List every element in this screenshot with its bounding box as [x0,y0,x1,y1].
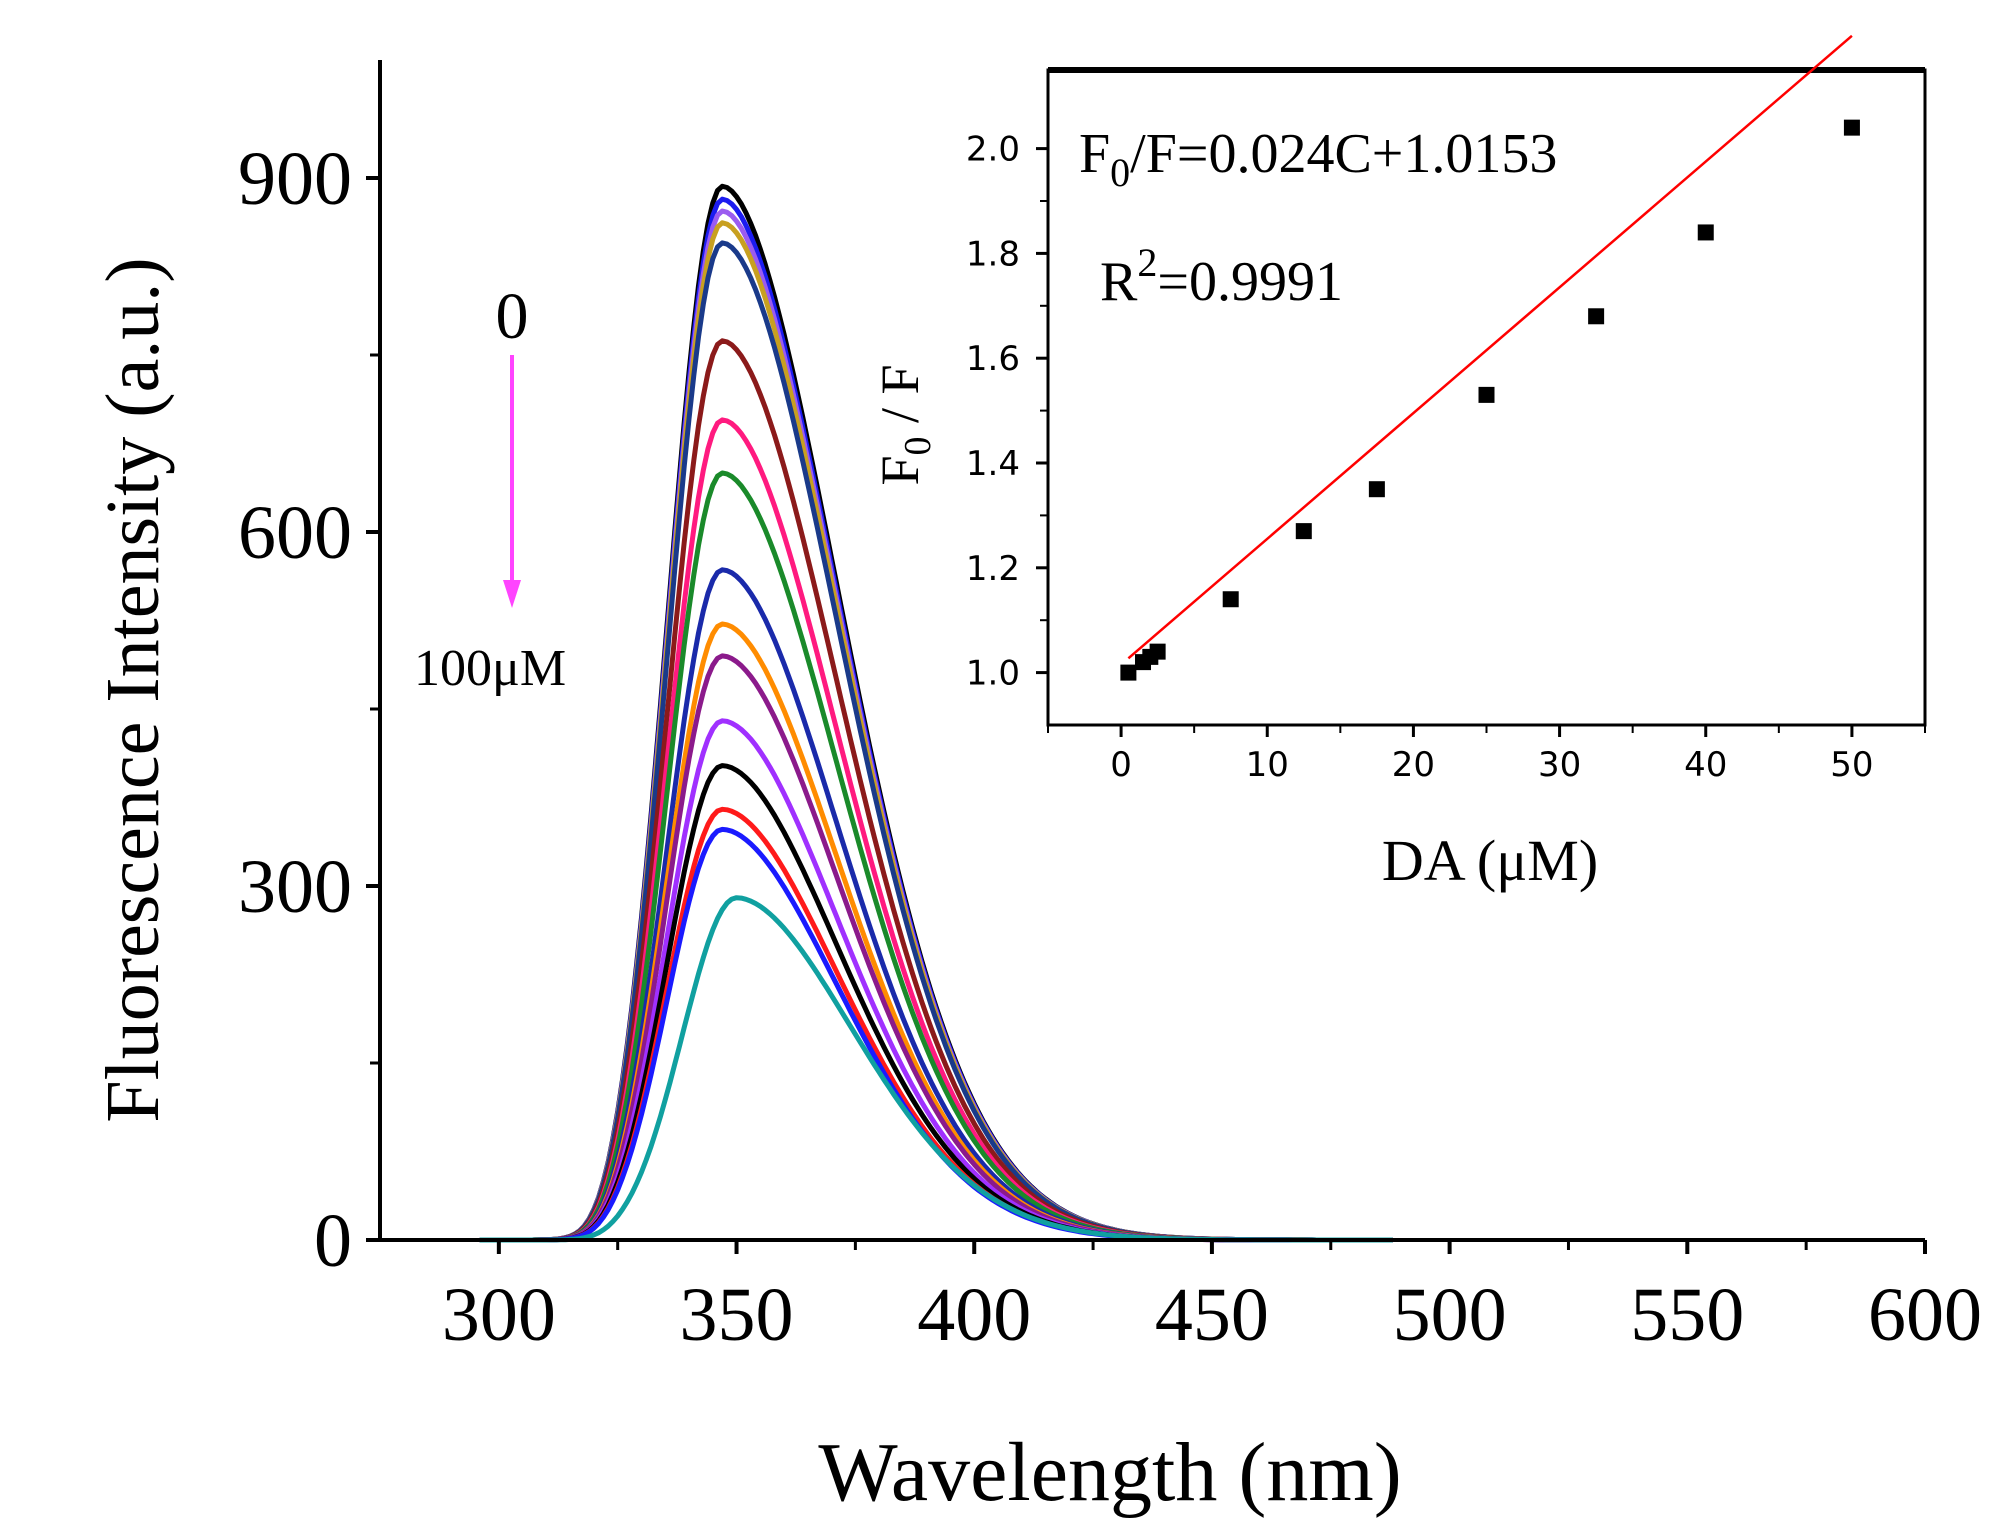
data-point [1588,308,1605,325]
main-x-tick-label: 500 [1393,1273,1507,1357]
data-point [1697,224,1714,241]
annotation-end-label: 100μM [414,640,566,697]
inset-x-axis-title: DA (μM) [1382,828,1598,893]
main-x-tick-label: 450 [1155,1273,1269,1357]
main-x-tick-label: 550 [1630,1273,1744,1357]
inset-y-tick-label: 1.8 [966,234,1020,274]
main-y-axis-title: Fluorescence Intensity (a.u.) [91,257,175,1122]
main-x-tick-label: 300 [442,1273,556,1357]
main-x-tick-label: 400 [917,1273,1031,1357]
annotation-arrow-head [503,580,521,608]
data-point [1222,591,1239,608]
inset-y-ticks: 1.0 1.2 1.4 1.6 1.8 2.0 [966,130,1048,694]
data-point [1478,386,1495,403]
inset-x-tick-label: 50 [1830,745,1873,785]
inset-x-tick-label: 40 [1684,745,1727,785]
inset-y-tick-label: 2.0 [966,130,1020,170]
annotation-start-label: 0 [496,280,529,353]
main-y-tick-label: 900 [238,137,352,221]
inset-x-ticks: 0 10 20 30 40 50 [1047,725,1926,785]
inset-x-tick-label: 20 [1392,745,1435,785]
inset-y-tick-label: 1.0 [966,654,1020,694]
inset-y-tick-label: 1.4 [966,444,1020,484]
inset-y-axis-title: F0 / F [870,364,939,485]
main-y-ticks: 0 300 600 900 [238,137,380,1283]
data-point [1368,481,1385,498]
inset-y-tick-label: 1.6 [966,339,1020,379]
inset-x-tick-label: 30 [1538,745,1581,785]
data-point [1149,643,1166,660]
data-point [1120,664,1137,681]
inset-chart: 0 10 20 30 40 50 1.0 1.2 1.4 1.6 1.8 2.0 F0/F=0.02… [870,34,1927,893]
inset-y-tick-label: 1.2 [966,549,1020,589]
fit-equation: F0/F=0.024C+1.0153 [1079,123,1557,195]
inset-x-tick-label: 0 [1110,745,1132,785]
inset-x-tick-label: 10 [1246,745,1289,785]
fit-line [1127,34,1853,660]
main-x-tick-label: 600 [1868,1273,1982,1357]
main-y-tick-label: 300 [238,845,352,929]
data-point [1843,119,1860,136]
main-y-tick-label: 600 [238,491,352,575]
main-x-tick-label: 350 [680,1273,794,1357]
r-squared-label: R2=0.9991 [1100,240,1343,313]
main-y-tick-label: 0 [314,1199,352,1283]
inset-points [1120,119,1860,681]
main-x-ticks: 300 350 400 450 500 550 600 [442,1240,1982,1357]
data-point [1295,523,1312,540]
main-x-axis-title: Wavelength (nm) [818,1426,1401,1519]
